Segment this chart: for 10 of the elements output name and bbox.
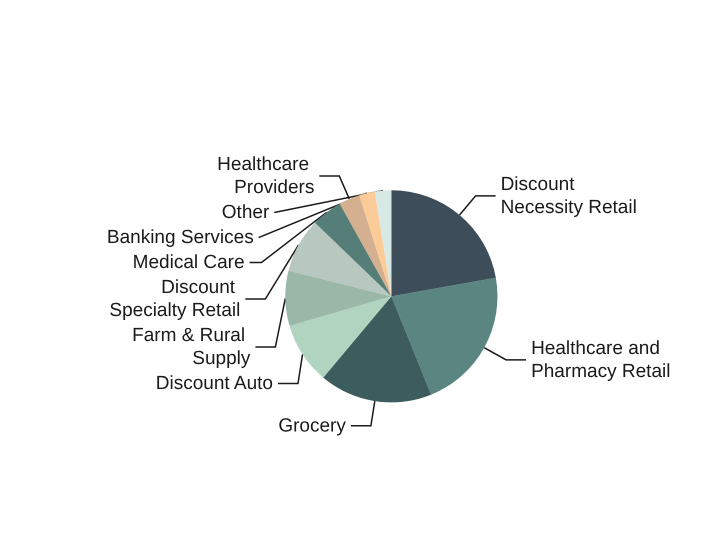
slice-label: Discount Necessity Retail xyxy=(500,174,637,218)
slice-label: Farm & Rural Supply xyxy=(132,325,251,370)
slice-label: Other xyxy=(222,202,270,224)
slice-label: Banking Services xyxy=(106,227,254,248)
slice-label: Healthcare and Pharmacy Retail xyxy=(531,338,670,382)
slice-label: Medical Care xyxy=(132,252,245,274)
slice-label: Discount Specialty Retail xyxy=(109,277,240,322)
slice-label: Healthcare Providers xyxy=(217,154,314,198)
slice-label: Discount Auto xyxy=(156,373,273,394)
slice-label: Grocery xyxy=(278,415,346,436)
